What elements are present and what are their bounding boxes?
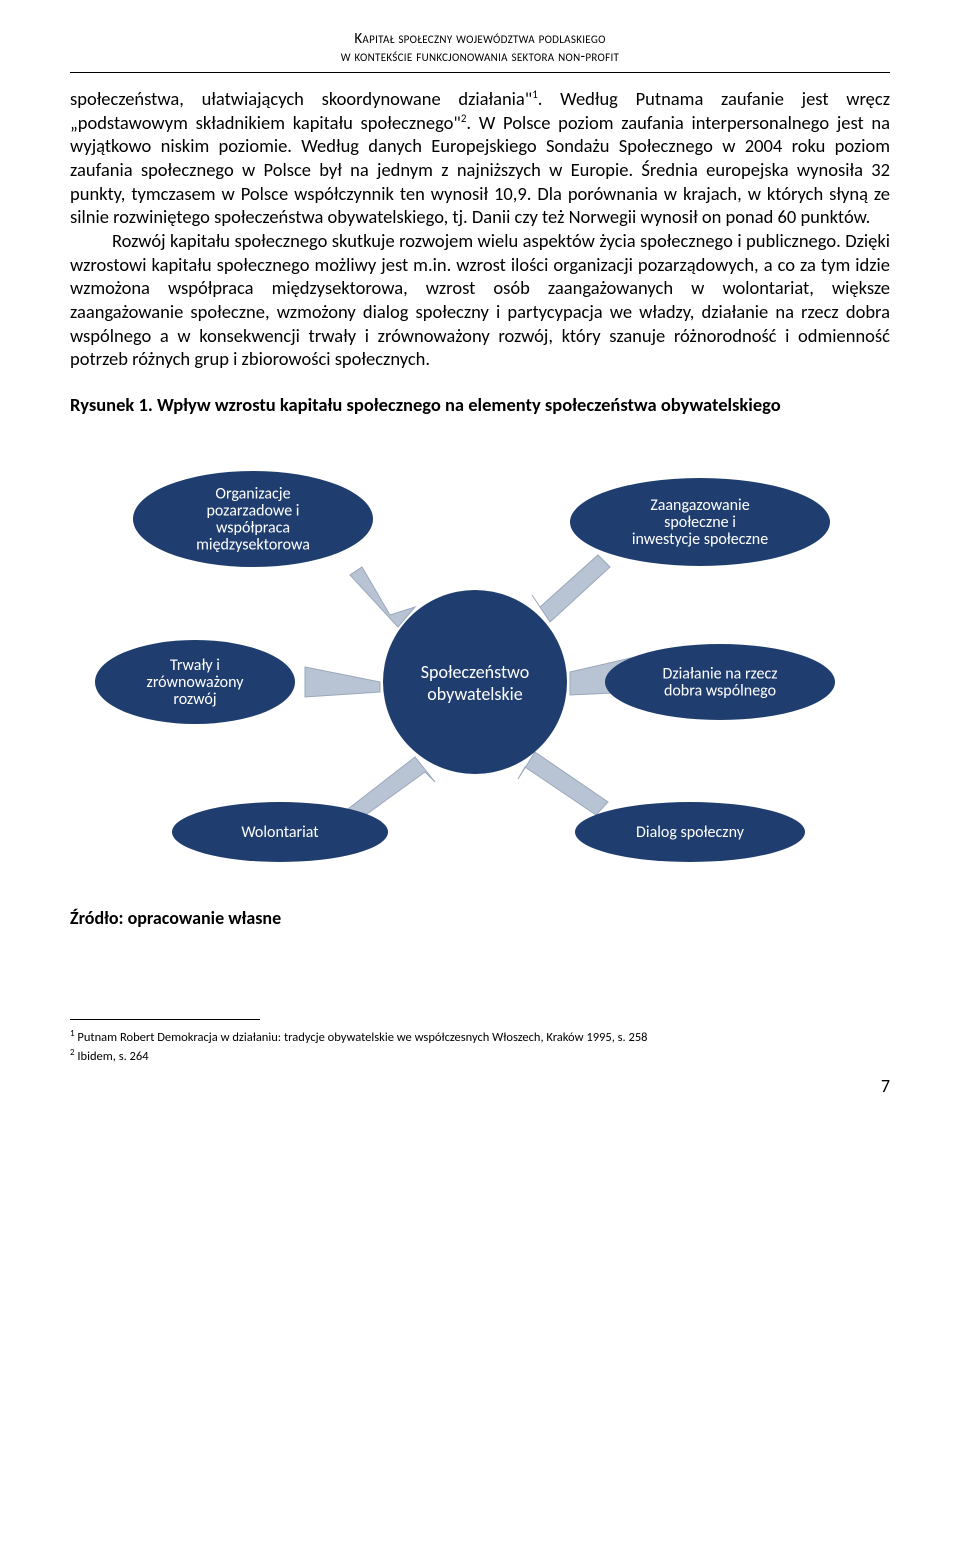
footnote-1-text: Putnam Robert Demokracja w działaniu: tr… bbox=[75, 1030, 648, 1045]
running-header: Kapitał społeczny województwa podlaskieg… bbox=[70, 30, 890, 73]
diagram-node-label: rozwój bbox=[173, 690, 216, 709]
diagram-arrow bbox=[518, 752, 608, 815]
para1-part-a: społeczeństwa, ułatwiających skoordynowa… bbox=[70, 87, 532, 110]
figure-caption: Rysunek 1. Wpływ wzrostu kapitału społec… bbox=[70, 393, 890, 417]
body-paragraphs: społeczeństwa, ułatwiających skoordynowa… bbox=[70, 87, 890, 371]
header-line-1: Kapitał społeczny województwa podlaskieg… bbox=[70, 30, 890, 48]
diagram-center-label: Społeczeństwo bbox=[421, 661, 529, 683]
diagram-center-label: obywatelskie bbox=[427, 683, 522, 705]
diagram-arrow bbox=[350, 567, 415, 627]
diagram-container: SpołeczeństwoobywatelskieOrganizacjepoza… bbox=[70, 447, 890, 877]
para2: Rozwój kapitału społecznego skutkuje roz… bbox=[70, 229, 890, 371]
diagram-node-label: międzysektorowa bbox=[196, 536, 310, 555]
footnote-2-text: Ibidem, s. 264 bbox=[75, 1049, 149, 1064]
header-line-2: w kontekście funkcjonowania sektora non-… bbox=[70, 48, 890, 73]
diagram-node-label: Dialog społeczny bbox=[636, 823, 745, 842]
diagram-node-label: Wolontariat bbox=[241, 823, 319, 842]
diagram-svg: SpołeczeństwoobywatelskieOrganizacjepoza… bbox=[70, 447, 890, 877]
figure-source: Źródło: opracowanie własne bbox=[70, 907, 890, 929]
diagram-node-label: inwestycje społeczne bbox=[632, 530, 768, 549]
footnote-separator bbox=[70, 1019, 260, 1020]
footnote-1: 1 Putnam Robert Demokracja w działaniu: … bbox=[70, 1028, 890, 1046]
diagram-arrow bbox=[348, 757, 435, 819]
diagram-arrow bbox=[532, 555, 610, 622]
diagram-node-label: dobra wspólnego bbox=[664, 682, 776, 701]
diagram-arrow bbox=[305, 667, 380, 697]
footnote-2: 2 Ibidem, s. 264 bbox=[70, 1047, 890, 1065]
page-number: 7 bbox=[70, 1075, 890, 1097]
